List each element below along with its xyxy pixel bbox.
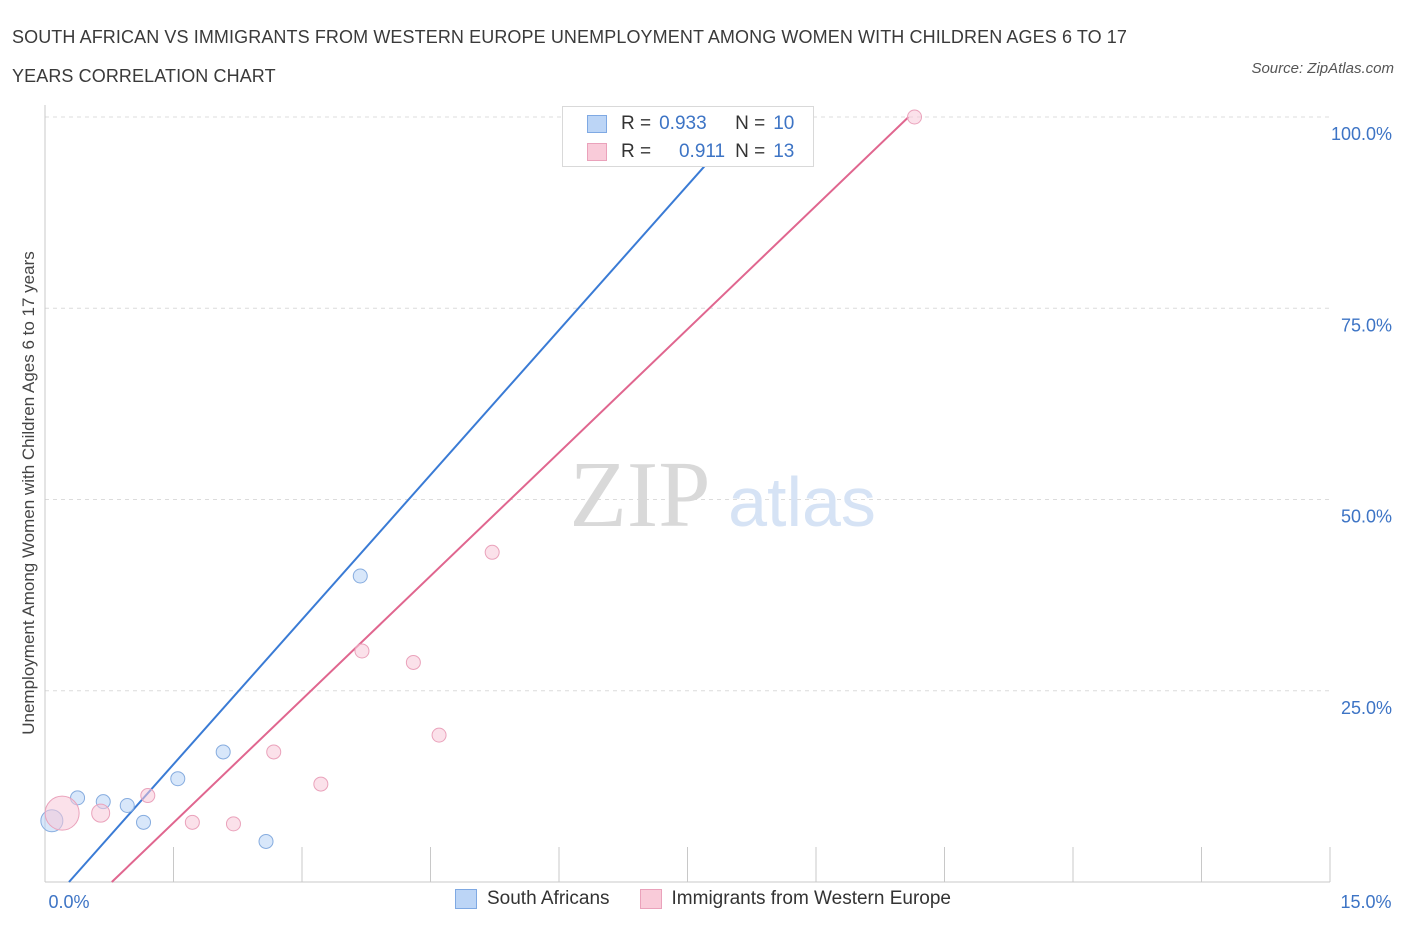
point-south-africans [215, 744, 231, 760]
point-immigrants [266, 744, 282, 760]
point-south-africans [258, 833, 274, 849]
grid-lines [45, 116, 1330, 692]
y-tick-label: 75.0% [1341, 315, 1392, 335]
legend-item-immigrants[interactable]: Immigrants from Western Europe [639, 888, 951, 910]
swatch-south-africans [455, 889, 477, 909]
correlation-legend: R = 0.933 N = 10 R = 0.911 N = 13 [562, 106, 814, 167]
x-tick-label: 15.0% [1340, 892, 1391, 912]
y-axis-title: Unemployment Among Women with Children A… [19, 251, 38, 735]
point-immigrants [431, 727, 447, 743]
chart-title: SOUTH AFRICAN VS IMMIGRANTS FROM WESTERN… [12, 27, 1128, 86]
trend-line-immigrants [111, 116, 910, 883]
legend-label-immigrants: Immigrants from Western Europe [671, 888, 951, 909]
point-immigrants [44, 795, 80, 831]
point-immigrants [140, 788, 156, 804]
point-immigrants [313, 776, 329, 792]
swatch-immigrants [639, 889, 662, 909]
legend-n-value: 10 [773, 113, 795, 134]
source-label: Source: ZipAtlas.com [1251, 60, 1394, 77]
trend-line-south-africans [68, 131, 736, 883]
data-points [40, 109, 923, 849]
legend-row-immigrants: R = 0.911 N = 13 [587, 138, 794, 166]
legend-label-south-africans: South Africans [487, 888, 610, 909]
legend-swatch-immigrants [587, 143, 607, 161]
y-tick-label: 100.0% [1331, 124, 1392, 144]
legend-r-value: 0.933 [659, 113, 707, 134]
point-immigrants [405, 654, 421, 670]
point-immigrants [907, 109, 923, 125]
point-immigrants [91, 803, 111, 823]
point-south-africans [136, 814, 152, 830]
point-south-africans [170, 771, 186, 787]
trend-lines [68, 116, 910, 883]
point-immigrants [484, 544, 500, 560]
watermark-zip: ZIP [570, 443, 711, 547]
point-south-africans [352, 568, 368, 584]
legend-row-south-africans: R = 0.933 N = 10 [587, 110, 794, 138]
tick-labels: 25.0% 50.0% 75.0% 100.0% 0.0% 15.0% [48, 124, 1392, 912]
point-immigrants [354, 643, 370, 659]
point-south-africans [119, 798, 135, 813]
axes [44, 105, 1331, 883]
legend-r-label: R = [621, 113, 652, 134]
legend-r-value: 0.911 [678, 141, 726, 162]
legend-n-label: N = [735, 141, 766, 162]
point-immigrants [184, 814, 200, 830]
legend-swatch-south-africans [587, 115, 607, 133]
series-legend: South Africans Immigrants from Western E… [0, 888, 1406, 910]
y-tick-label: 50.0% [1341, 507, 1392, 527]
point-immigrants [225, 816, 241, 832]
x-tick-label: 0.0% [48, 892, 89, 912]
legend-n-label: N = [735, 113, 766, 134]
legend-item-south-africans[interactable]: South Africans [455, 888, 610, 910]
legend-n-value: 13 [773, 141, 795, 162]
watermark-atlas: atlas [728, 463, 876, 541]
y-tick-label: 25.0% [1341, 698, 1392, 718]
legend-r-label: R = [621, 141, 652, 162]
